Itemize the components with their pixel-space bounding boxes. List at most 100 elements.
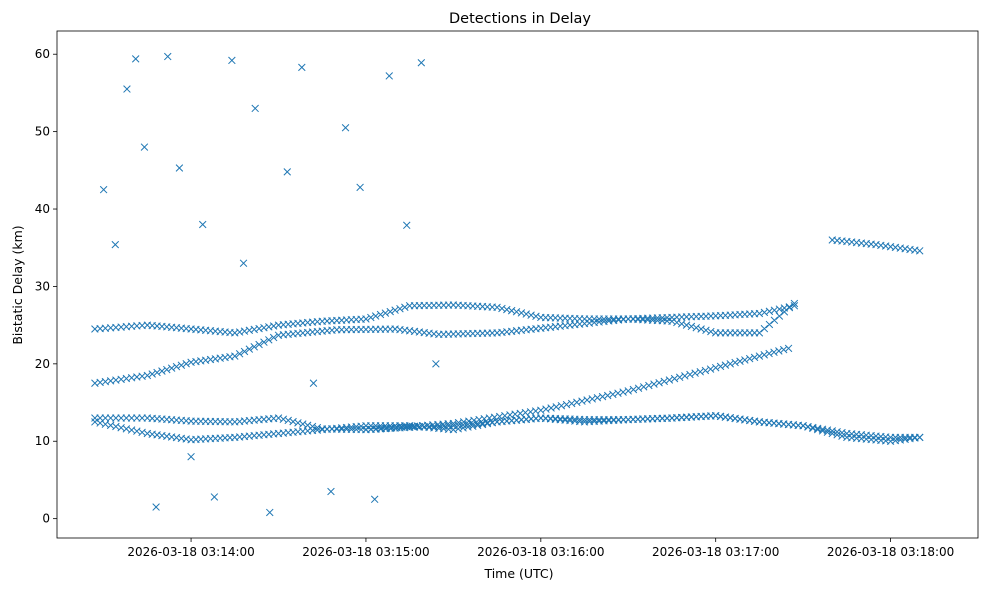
data-point (527, 311, 535, 319)
data-point (498, 304, 506, 313)
data-point (228, 56, 236, 65)
data-point (274, 414, 283, 422)
data-point (401, 303, 409, 312)
data-point (269, 333, 278, 342)
data-point (198, 220, 207, 229)
data-point (172, 362, 181, 371)
data-point (111, 240, 120, 249)
data-point (799, 422, 807, 430)
data-point (770, 316, 779, 325)
data-point (396, 304, 404, 313)
data-point (711, 363, 720, 372)
data-point (279, 415, 288, 423)
data-point (298, 63, 306, 72)
data-point (309, 379, 318, 387)
data-point (668, 317, 676, 326)
data-point (127, 414, 136, 422)
data-point (670, 374, 679, 383)
data-point (775, 312, 784, 320)
data-point (99, 185, 108, 194)
data-point (634, 384, 643, 392)
data-point (177, 361, 186, 369)
data-point (385, 72, 394, 80)
data-point (299, 420, 307, 428)
data-point (629, 385, 638, 394)
data-point (376, 310, 385, 319)
data-point (755, 329, 764, 337)
data-point (828, 429, 837, 438)
data-point (167, 364, 176, 372)
x-axis-label: Time (UTC) (483, 566, 553, 581)
data-point (106, 414, 115, 422)
plot-frame (56, 30, 979, 539)
y-tick-label: 30 (35, 279, 50, 293)
data-point (707, 327, 715, 336)
data-point (131, 55, 140, 63)
data-point (356, 183, 364, 192)
data-point (370, 495, 379, 504)
x-tick-label: 2026-03-18 03:14:00 (127, 545, 254, 559)
data-point (673, 318, 681, 327)
data-point (112, 414, 120, 422)
data-point (682, 321, 691, 329)
y-axis-label: Bistatic Delay (km) (10, 225, 25, 344)
data-point (731, 358, 739, 367)
data-point (755, 352, 764, 360)
data-point (231, 352, 239, 360)
data-point (210, 493, 219, 501)
data-point (493, 303, 501, 312)
data-point (133, 414, 141, 422)
data-point (362, 315, 370, 323)
data-point (775, 347, 783, 355)
data-point (391, 306, 399, 314)
data-point (697, 325, 705, 333)
data-point (152, 503, 160, 511)
data-point (809, 424, 817, 433)
data-point (838, 432, 846, 440)
data-point (507, 306, 516, 315)
data-point (163, 52, 172, 61)
data-point (701, 366, 710, 375)
data-point (522, 310, 530, 318)
data-point (432, 360, 440, 368)
data-point (779, 345, 788, 354)
data-point (790, 299, 799, 308)
data-point (823, 428, 832, 436)
data-point (327, 487, 335, 496)
data-point (741, 356, 749, 364)
data-point (381, 309, 390, 317)
x-tick-label: 2026-03-18 03:17:00 (652, 545, 779, 559)
data-point (175, 164, 184, 172)
data-point (284, 416, 292, 425)
data-point (804, 423, 812, 431)
data-point (313, 423, 322, 432)
data-point (915, 433, 924, 442)
data-point (691, 369, 699, 377)
data-point (833, 431, 841, 439)
data-point (780, 308, 789, 316)
data-point (765, 320, 774, 329)
data-point (624, 387, 633, 395)
data-point (726, 360, 735, 368)
y-tick-label: 40 (35, 202, 50, 216)
data-point (784, 344, 793, 353)
data-point (239, 259, 248, 267)
data-point (260, 338, 268, 346)
data-point (138, 414, 146, 422)
data-point (148, 370, 156, 378)
chart-title: Detections in Delay (449, 11, 591, 27)
data-point (182, 360, 190, 368)
data-point (665, 376, 674, 384)
data-point (716, 362, 725, 371)
data-point (250, 343, 258, 351)
data-point (371, 312, 380, 320)
data-point (645, 381, 653, 390)
data-point (512, 308, 521, 316)
data-point (402, 221, 411, 230)
data-point (650, 380, 658, 388)
data-point (702, 326, 710, 335)
data-point (163, 365, 171, 374)
x-tick-label: 2026-03-18 03:16:00 (477, 545, 604, 559)
data-point (765, 349, 773, 358)
